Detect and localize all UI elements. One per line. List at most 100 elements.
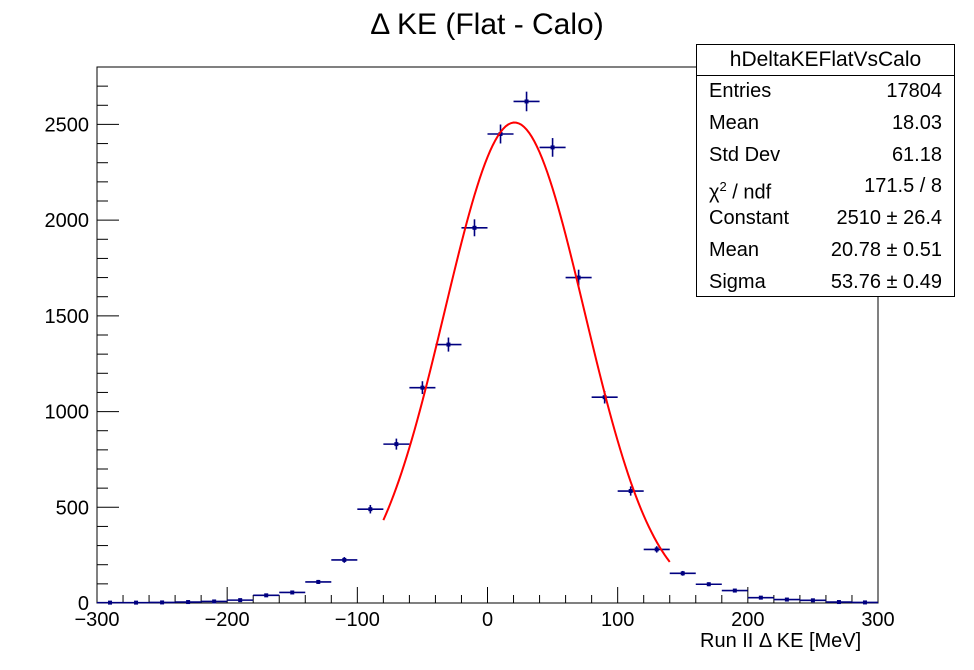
data-point <box>331 557 358 563</box>
data-point <box>201 599 228 604</box>
data-point <box>409 381 436 395</box>
x-tick-label: −300 <box>74 609 119 631</box>
stats-box: hDeltaKEFlatVsCalo Entries 17804 Mean 18… <box>696 44 955 297</box>
data-point <box>669 570 696 576</box>
point-marker <box>472 225 477 230</box>
y-tick-label: 1500 <box>45 306 90 328</box>
y-tick-label: 1000 <box>45 402 90 424</box>
point-marker <box>862 600 867 605</box>
point-marker <box>316 579 321 584</box>
data-point <box>175 600 202 605</box>
chi-ndf-text: / ndf <box>726 182 772 205</box>
point-marker <box>108 600 113 605</box>
stats-value: 18.03 <box>891 111 942 134</box>
stats-label: Std Dev <box>709 143 781 166</box>
chart-title: Δ KE (Flat - Calo) <box>370 8 604 41</box>
stats-row-chi2: χ2 / ndf 171.5 / 8 <box>697 171 954 204</box>
point-marker <box>134 600 139 605</box>
data-point <box>383 438 410 450</box>
data-points <box>97 91 878 605</box>
stats-value: 20.78 ± 0.51 <box>830 238 942 261</box>
point-marker <box>238 598 243 603</box>
data-point <box>97 600 124 605</box>
x-tick-label: 300 <box>861 609 894 631</box>
chi-symbol: χ <box>709 182 720 205</box>
stats-label: Constant <box>709 207 790 230</box>
stats-value: 2510 ± 26.4 <box>836 207 942 230</box>
stats-row-mean: Mean 18.03 <box>697 108 954 140</box>
data-point <box>851 600 878 605</box>
point-marker <box>498 132 503 136</box>
data-point <box>695 582 722 587</box>
data-point <box>149 600 176 605</box>
y-tick-label: 500 <box>56 497 89 519</box>
point-marker <box>290 590 295 595</box>
fit-curve <box>382 121 671 563</box>
data-point <box>279 590 306 595</box>
stats-label: Entries <box>709 80 772 102</box>
point-marker <box>680 571 685 576</box>
stats-row-entries: Entries 17804 <box>697 76 954 108</box>
point-marker <box>264 593 269 598</box>
data-point <box>643 546 670 553</box>
stats-value: 171.5 / 8 <box>864 175 942 198</box>
point-marker <box>628 489 633 494</box>
point-marker <box>576 275 581 280</box>
x-tick-label: −100 <box>335 609 380 631</box>
data-point <box>305 579 332 584</box>
point-marker <box>758 595 763 600</box>
point-marker <box>732 588 737 593</box>
y-axis: 0 500 1000 1500 2000 2500 <box>45 85 119 615</box>
data-point <box>799 598 826 603</box>
stats-title: hDeltaKEFlatVsCalo <box>697 45 954 76</box>
point-marker <box>784 597 789 602</box>
x-tick-label: 200 <box>731 609 764 631</box>
point-marker <box>368 507 373 512</box>
x-tick-label: 100 <box>601 609 634 631</box>
chi-superscript: 2 <box>719 179 727 195</box>
x-axis: −300 −200 −100 0 100 200 300 <box>74 587 895 631</box>
x-tick-label: 0 <box>482 609 493 631</box>
point-marker <box>160 600 165 605</box>
stats-value: 53.76 ± 0.49 <box>830 270 942 293</box>
stats-row-sigma: Sigma 53.76 ± 0.49 <box>697 267 954 299</box>
data-point <box>539 138 566 157</box>
y-tick-label: 2500 <box>45 114 90 136</box>
stats-label: Sigma <box>709 270 766 293</box>
x-axis-label: Run II Δ KE [MeV] <box>700 630 862 652</box>
stats-row-constant: Constant 2510 ± 26.4 <box>697 203 954 235</box>
stats-value: 17804 <box>886 80 942 102</box>
point-marker <box>810 598 815 603</box>
point-marker <box>550 145 555 150</box>
point-marker <box>212 599 217 604</box>
point-marker <box>394 442 399 447</box>
point-marker <box>186 600 191 605</box>
stats-label: Mean <box>709 111 760 134</box>
data-point <box>123 600 150 605</box>
data-point <box>747 595 774 600</box>
stats-row-stddev: Std Dev 61.18 <box>697 140 954 172</box>
data-point <box>227 598 254 603</box>
y-tick-label: 2000 <box>45 210 90 232</box>
data-point <box>435 337 462 352</box>
point-marker <box>706 582 711 587</box>
data-point <box>617 486 644 496</box>
point-marker <box>524 99 529 104</box>
data-point <box>253 593 280 598</box>
data-point <box>773 597 800 602</box>
x-tick-label: −200 <box>205 609 250 631</box>
y-tick-label: 0 <box>78 593 89 615</box>
stats-label: χ2 / ndf <box>709 171 771 209</box>
point-marker <box>342 557 347 562</box>
point-marker <box>654 547 659 552</box>
data-point <box>825 600 852 605</box>
point-marker <box>836 600 841 605</box>
data-point <box>721 588 748 593</box>
fit-curve-group <box>382 121 671 563</box>
data-point <box>513 91 540 112</box>
stats-row-fit-mean: Mean 20.78 ± 0.51 <box>697 235 954 267</box>
point-marker <box>420 385 425 390</box>
stats-label: Mean <box>709 238 760 261</box>
point-marker <box>446 342 451 347</box>
